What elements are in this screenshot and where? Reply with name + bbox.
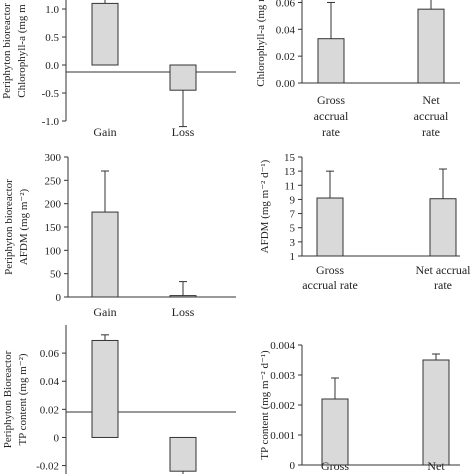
y-tick-label: 0.001 bbox=[270, 430, 295, 442]
category-label: Net bbox=[427, 459, 445, 473]
bar-2 bbox=[417, 8, 445, 84]
y-tick-label: 100 bbox=[45, 245, 62, 257]
y-tick-label: 0 bbox=[54, 432, 60, 444]
y-axis-title: TP content (mg m⁻² d⁻¹) bbox=[259, 350, 271, 460]
y-tick-label: 0.06 bbox=[276, 0, 296, 9]
y-axis-title: Periphyton bioreactor bbox=[1, 3, 13, 99]
y-tick-label: 0 bbox=[290, 460, 296, 472]
chart-panel-bottom-left: -0.02 0 0.02 0.04 0.06 Periphyton Bioreactor T… bbox=[2, 325, 236, 474]
y-axis-title: TP content (mg m⁻²) bbox=[17, 353, 29, 445]
y-tick-label: -1.0 bbox=[42, 116, 60, 128]
category-label: accrual rate bbox=[302, 278, 358, 292]
y-tick-label: 11 bbox=[284, 180, 295, 192]
y-tick-label: 0.5 bbox=[45, 32, 59, 44]
bar-2 bbox=[422, 359, 450, 466]
y-axis-title: Periphyton Bioreactor bbox=[2, 350, 14, 448]
y-axis-title: AFDM (mg m⁻² d⁻¹) bbox=[259, 159, 271, 253]
y-tick-label: 250 bbox=[45, 175, 62, 187]
category-label: rate bbox=[434, 278, 452, 292]
y-tick-label: -0.02 bbox=[36, 461, 59, 473]
y-axis-title: AFDM (mg m⁻²) bbox=[18, 189, 30, 266]
y-tick-label: 7 bbox=[290, 209, 296, 221]
category-label: Gross bbox=[321, 459, 349, 473]
y-tick-label: -0.5 bbox=[42, 88, 60, 100]
chart-panel-middle-left: 0 50 100 150 200 250 300 Gain Loss Periphyton bio… bbox=[3, 152, 236, 319]
y-tick-label: 3 bbox=[290, 237, 296, 249]
category-label: Gain bbox=[93, 125, 116, 139]
y-tick-label: 1 bbox=[290, 251, 296, 263]
bar-2 bbox=[169, 64, 197, 91]
y-axis-title: Chlorophyll-a (mg m bbox=[255, 0, 267, 87]
y-tick-label: 9 bbox=[290, 194, 296, 206]
y-tick-label: 150 bbox=[45, 222, 62, 234]
category-label: rate bbox=[422, 125, 440, 139]
y-tick-label: 15 bbox=[284, 152, 296, 164]
category-label: accrual bbox=[414, 109, 449, 123]
y-tick-label: 5 bbox=[290, 223, 296, 235]
category-label: Net bbox=[422, 93, 440, 107]
category-label: accrual bbox=[314, 109, 349, 123]
bar-1 bbox=[316, 197, 344, 257]
y-axis-title: Periphyton bioreactor bbox=[3, 179, 15, 275]
y-tick-label: 0.003 bbox=[270, 370, 295, 382]
y-tick-label: 0.04 bbox=[276, 24, 296, 36]
chart-panel-top-left: -1.0 -0.5 0.0 0.5 1.0 Gain Loss Periphyton bior… bbox=[1, 0, 236, 139]
bar-1 bbox=[321, 398, 349, 466]
bar-1 bbox=[317, 38, 345, 84]
y-tick-label: 0 bbox=[56, 292, 62, 304]
category-label: Loss bbox=[172, 125, 195, 139]
y-tick-label: 200 bbox=[45, 199, 62, 211]
y-tick-label: 0.00 bbox=[276, 78, 296, 90]
category-label: Gain bbox=[93, 305, 116, 319]
chart-panel-bottom-right: 0 0.001 0.002 0.003 0.004 Gross Net TP content … bbox=[259, 340, 460, 473]
y-tick-label: 1.0 bbox=[45, 4, 59, 16]
y-tick-label: 0.02 bbox=[40, 404, 59, 416]
category-label: rate bbox=[322, 125, 340, 139]
y-tick-label: 50 bbox=[50, 269, 62, 281]
y-tick-label: 0.0 bbox=[45, 60, 59, 72]
y-tick-label: 0.02 bbox=[276, 51, 295, 63]
y-tick-label: 0.04 bbox=[40, 376, 60, 388]
category-label: Gross bbox=[316, 263, 344, 277]
bar-2 bbox=[169, 436, 197, 472]
bar-2 bbox=[169, 295, 197, 298]
y-tick-label: 300 bbox=[45, 152, 62, 164]
category-label: Loss bbox=[172, 305, 195, 319]
y-tick-label: 0.06 bbox=[40, 348, 60, 360]
bar-2 bbox=[429, 198, 457, 257]
chart-panel-top-right: 0.00 0.02 0.04 0.06 Gross accrual rate Net accru… bbox=[255, 0, 460, 139]
bar-1 bbox=[91, 2, 119, 66]
bar-1 bbox=[91, 339, 119, 438]
category-label: Net accrual bbox=[416, 263, 472, 277]
bar-1 bbox=[91, 211, 119, 298]
y-tick-label: 0.002 bbox=[270, 400, 295, 412]
category-label: Gross bbox=[317, 93, 345, 107]
y-axis-title: Chlorophyll-a (mg m bbox=[16, 4, 28, 98]
y-tick-label: 13 bbox=[284, 166, 296, 178]
y-tick-label: 0.004 bbox=[270, 340, 295, 352]
